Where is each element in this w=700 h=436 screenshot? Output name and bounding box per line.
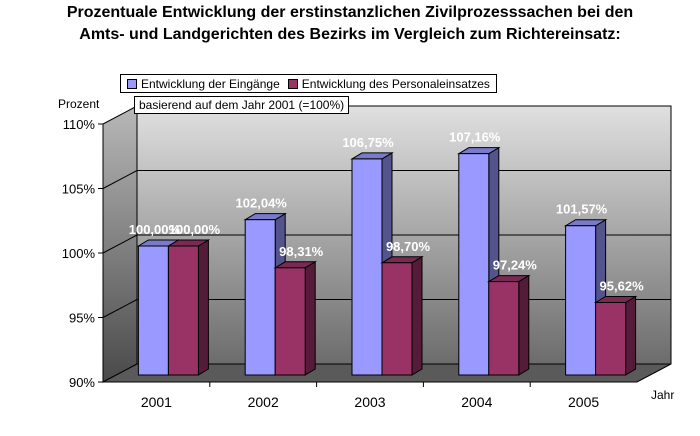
x-tick-labels: 2001 2002 2003 2004 2005 bbox=[141, 394, 600, 410]
bar-side bbox=[304, 260, 316, 376]
x-tick-label: 2001 bbox=[141, 394, 172, 410]
y-axis-label: Prozent bbox=[58, 97, 100, 111]
data-label: 101,57% bbox=[556, 202, 608, 217]
bar bbox=[488, 281, 520, 376]
axes bbox=[98, 123, 637, 387]
data-label: 98,70% bbox=[386, 239, 431, 254]
data-label: 97,24% bbox=[493, 258, 538, 273]
legend-label-personaleinsatz: Entwicklung des Personaleinsatzes bbox=[301, 76, 490, 91]
gridline-side bbox=[102, 234, 138, 254]
legend: Entwicklung der Eingänge Entwicklung des… bbox=[120, 74, 497, 93]
legend-label-eingaenge: Entwicklung der Eingänge bbox=[141, 76, 280, 91]
bar bbox=[137, 245, 169, 376]
bar bbox=[274, 267, 306, 376]
bar-side bbox=[411, 255, 423, 376]
x-tick-label: 2003 bbox=[354, 394, 385, 410]
data-label: 106,75% bbox=[342, 135, 394, 150]
bar-side bbox=[625, 295, 637, 376]
data-label: 98,31% bbox=[279, 244, 324, 259]
bar-side bbox=[197, 239, 209, 376]
bar bbox=[595, 302, 627, 376]
legend-item-eingaenge: Entwicklung der Eingänge bbox=[127, 77, 280, 91]
x-tick-label: 2005 bbox=[568, 394, 599, 410]
y-tick-label: 100% bbox=[62, 246, 96, 261]
legend-swatch-personaleinsatz bbox=[287, 78, 298, 89]
x-tick-label: 2004 bbox=[461, 394, 492, 410]
y-tick-label: 110% bbox=[63, 117, 96, 132]
data-labels: 100,00%100,00% 102,04% 98,31% 106,75% 98,70%… bbox=[129, 130, 644, 294]
data-label: 100,00% bbox=[129, 222, 181, 237]
bar bbox=[458, 153, 490, 376]
data-label: 100,00% bbox=[169, 222, 221, 237]
bar bbox=[381, 262, 413, 376]
baseline-note: basierend auf dem Jahr 2001 (=100%) bbox=[134, 96, 350, 114]
chart-title: Prozentuale Entwicklung der erstinstanzl… bbox=[66, 4, 634, 43]
y-tick-label: 95% bbox=[69, 311, 95, 326]
y-tick-label: 105% bbox=[62, 182, 96, 197]
data-label: 95,62% bbox=[600, 279, 645, 294]
legend-item-personaleinsatz: Entwicklung des Personaleinsatzes bbox=[287, 76, 490, 91]
legend-swatch-eingaenge bbox=[127, 78, 137, 89]
bar bbox=[167, 245, 199, 376]
data-label: 102,04% bbox=[236, 196, 288, 211]
x-axis-label: Jahr bbox=[651, 388, 675, 402]
bar bbox=[565, 225, 597, 376]
y-tick-label: 90% bbox=[69, 375, 95, 390]
bar-side bbox=[518, 274, 530, 376]
data-label: 107,16% bbox=[449, 130, 501, 145]
gridline-side bbox=[102, 170, 138, 189]
x-tick-label: 2002 bbox=[248, 394, 279, 410]
bar bbox=[244, 219, 276, 376]
gridline-side bbox=[102, 299, 138, 318]
bars bbox=[136, 146, 638, 376]
y-tick-labels: 90% 95% 100% 105% 110% bbox=[62, 117, 96, 390]
bar bbox=[351, 158, 383, 376]
